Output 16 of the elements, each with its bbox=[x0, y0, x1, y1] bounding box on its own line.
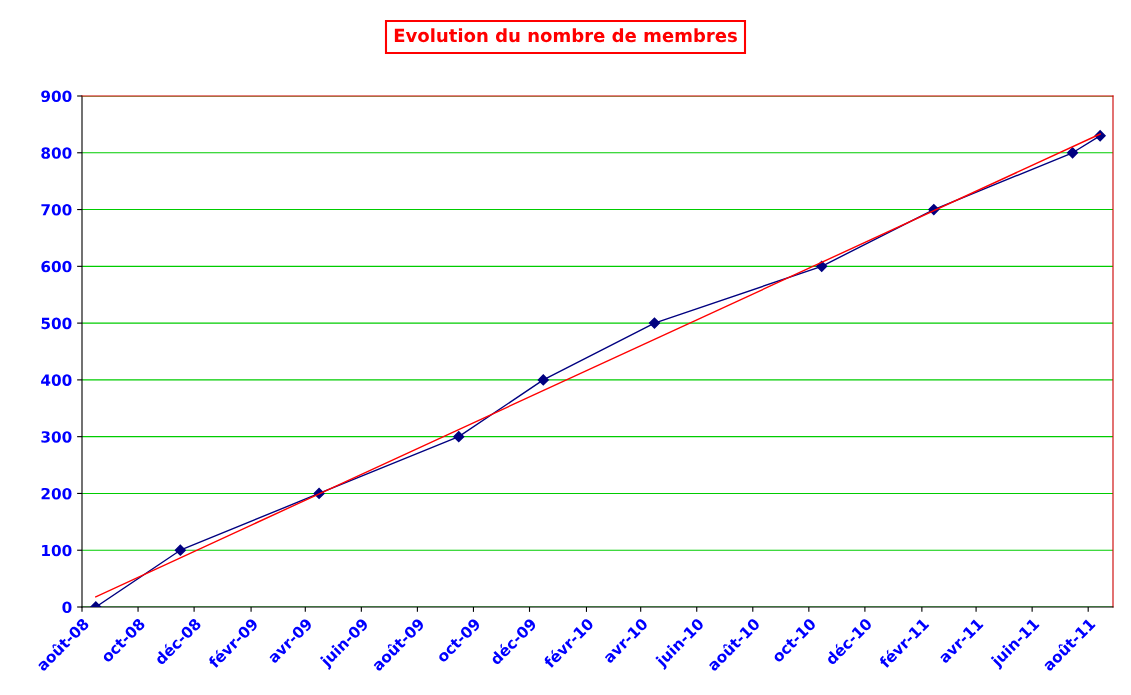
point bbox=[1066, 147, 1079, 159]
point bbox=[174, 544, 186, 556]
y-tick-label: 700 bbox=[41, 204, 72, 216]
y-tick-label: 800 bbox=[41, 147, 72, 159]
y-tick-label: 500 bbox=[41, 317, 72, 330]
y-tick-label: 200 bbox=[41, 487, 72, 500]
chart-title: Evolution du nombre de membres bbox=[394, 28, 737, 43]
point bbox=[453, 431, 465, 443]
y-tick-label: 900 bbox=[41, 90, 72, 103]
y-tick-label: 300 bbox=[41, 431, 72, 443]
y-tick-label: 400 bbox=[41, 374, 72, 386]
point bbox=[537, 374, 549, 386]
y-tick-label: 600 bbox=[41, 260, 72, 273]
y-tick-label: 0 bbox=[62, 601, 72, 614]
y-tick-label: 100 bbox=[42, 544, 72, 557]
point bbox=[648, 317, 661, 329]
